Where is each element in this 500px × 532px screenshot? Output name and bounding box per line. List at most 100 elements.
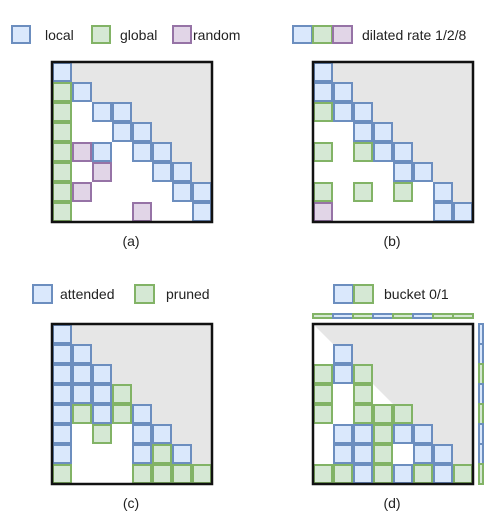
cell-attended: [132, 444, 152, 464]
cell-local: [353, 122, 373, 142]
cell-local: [313, 82, 333, 102]
cell-local: [373, 122, 393, 142]
cell-local: [92, 102, 112, 122]
cell-global: [313, 102, 333, 122]
matrix-frame: [311, 60, 475, 224]
cell-pruned: [353, 404, 373, 424]
cell-attended: [72, 364, 92, 384]
caption-c: (c): [123, 495, 139, 511]
legend-swatch-attended: [32, 284, 53, 304]
panel-c: attended pruned (c): [32, 284, 214, 511]
legend-b: dilated rate 1/2/8: [292, 25, 467, 44]
legend-label-random: random: [193, 27, 240, 43]
cell-global: [353, 182, 373, 202]
legend-swatch-bucket-1: [353, 284, 374, 304]
cell-attended: [333, 344, 353, 364]
caption-d: (d): [383, 495, 400, 511]
bucket-strip-segment-attended: [478, 423, 484, 445]
cell-global: [52, 122, 72, 142]
cell-local: [112, 122, 132, 142]
cell-pruned: [192, 464, 212, 484]
cell-attended: [433, 464, 453, 484]
legend-swatch-random: [332, 25, 353, 44]
cell-attended: [413, 444, 433, 464]
cell-pruned: [453, 464, 473, 484]
caption-b: (b): [383, 233, 400, 249]
cell-global: [393, 182, 413, 202]
cell-attended: [92, 364, 112, 384]
cell-attended: [413, 424, 433, 444]
cell-attended: [353, 424, 373, 444]
cell-local: [433, 182, 453, 202]
bucket-strip-right: [478, 323, 484, 485]
cell-attended: [52, 324, 72, 344]
cell-pruned: [152, 464, 172, 484]
cell-pruned: [172, 464, 192, 484]
cell-pruned: [413, 464, 433, 484]
cell-attended: [172, 444, 192, 464]
cell-random: [313, 202, 333, 222]
bucket-strip-segment-attended: [372, 313, 394, 319]
bucket-strip-segment-attended: [412, 313, 434, 319]
attention-matrix-d: [311, 322, 475, 486]
cell-random: [72, 182, 92, 202]
cell-local: [453, 202, 473, 222]
cell-global: [52, 82, 72, 102]
cell-local: [112, 102, 132, 122]
legend-swatch-pruned: [134, 284, 155, 304]
bucket-strip-segment-pruned: [478, 403, 484, 425]
cell-random: [92, 162, 112, 182]
bucket-strip-segment-attended: [478, 343, 484, 365]
legend-swatch-local: [292, 25, 313, 44]
cell-pruned: [333, 464, 353, 484]
cell-pruned: [393, 404, 413, 424]
cell-local: [152, 142, 172, 162]
cell-attended: [132, 424, 152, 444]
cell-attended: [333, 424, 353, 444]
cell-pruned: [132, 464, 152, 484]
cell-local: [132, 142, 152, 162]
legend-d: bucket 0/1: [333, 284, 449, 304]
legend-swatch-global: [312, 25, 333, 44]
cell-attended: [152, 424, 172, 444]
cell-local: [393, 142, 413, 162]
bucket-strip-segment-attended: [332, 313, 354, 319]
cell-local: [152, 162, 172, 182]
cell-global: [52, 142, 72, 162]
bucket-strip-segment-attended: [478, 443, 484, 465]
matrix-frame: [50, 60, 214, 224]
cell-pruned: [373, 404, 393, 424]
cell-local: [413, 162, 433, 182]
legend-c: attended pruned: [32, 284, 210, 304]
cell-attended: [353, 444, 373, 464]
bucket-strip-segment-pruned: [312, 313, 334, 319]
cell-local: [313, 62, 333, 82]
cell-attended: [52, 384, 72, 404]
cell-local: [172, 182, 192, 202]
cell-pruned: [313, 464, 333, 484]
cell-local: [92, 142, 112, 162]
cell-global: [52, 202, 72, 222]
cell-pruned: [112, 384, 132, 404]
cell-attended: [333, 364, 353, 384]
cell-local: [172, 162, 192, 182]
legend-swatch-random: [172, 25, 192, 44]
cell-pruned: [313, 384, 333, 404]
cell-local: [52, 62, 72, 82]
cell-global: [52, 162, 72, 182]
bucket-strip-segment-pruned: [478, 463, 484, 485]
legend-swatch-global: [91, 25, 111, 44]
cell-global: [353, 142, 373, 162]
matrix-frame: [50, 322, 214, 486]
cell-attended: [72, 344, 92, 364]
cell-pruned: [72, 404, 92, 424]
cell-attended: [353, 464, 373, 484]
panel-b: dilated rate 1/2/8 (b): [292, 25, 475, 249]
bucket-strip-segment-pruned: [352, 313, 374, 319]
cell-local: [72, 82, 92, 102]
panel-d: bucket 0/1 (d): [311, 284, 484, 511]
bucket-strip-segment-pruned: [452, 313, 474, 319]
legend-label-global: global: [120, 27, 157, 43]
cell-local: [192, 182, 212, 202]
cell-attended: [393, 464, 413, 484]
